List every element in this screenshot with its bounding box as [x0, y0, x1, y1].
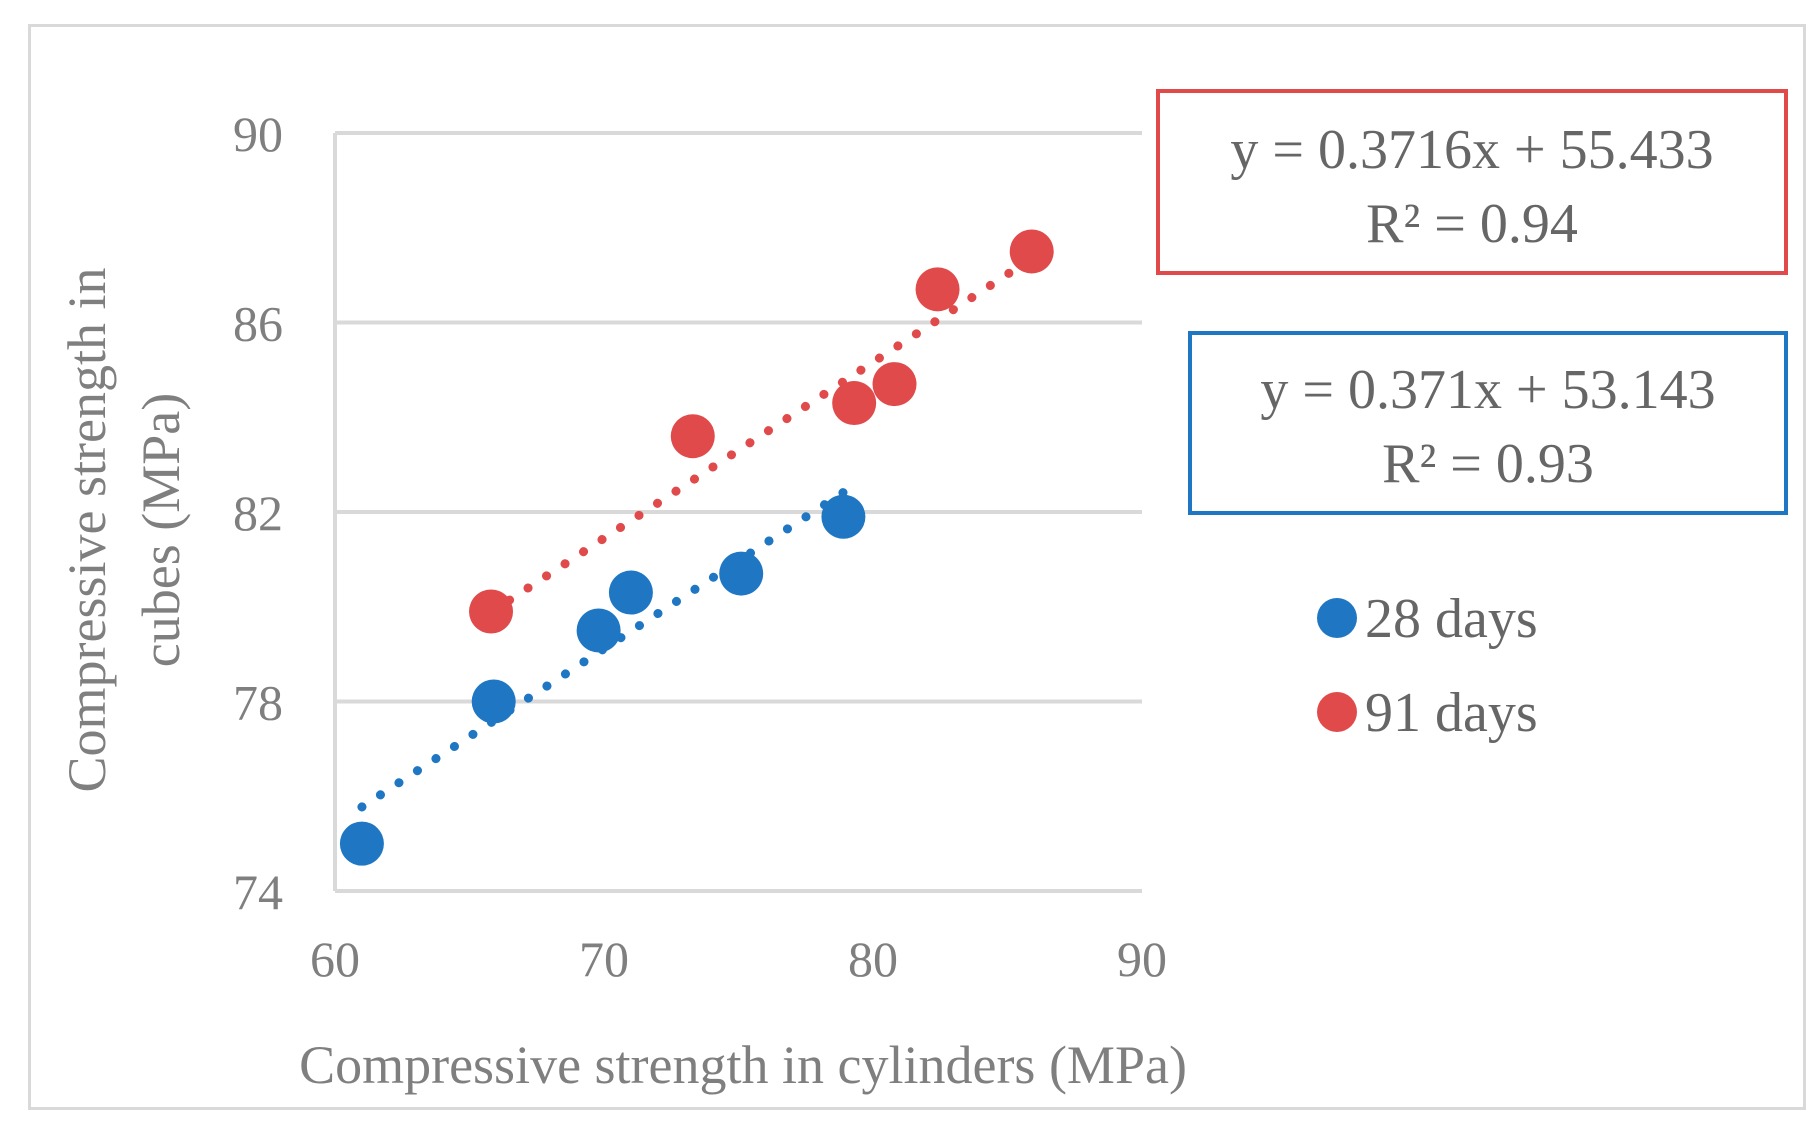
point-28-days-2 [576, 608, 621, 653]
trendline-equation-91-days: y = 0.3716x + 55.433 [1230, 119, 1713, 181]
trendlines [357, 253, 1037, 812]
y-tick-label-82: 82 [233, 485, 283, 541]
legend-marker-91-days [1317, 692, 1357, 732]
x-tick-label-80: 80 [848, 931, 898, 987]
y-tick-label-90: 90 [233, 106, 283, 162]
legend-item-91-days: 91 days [1317, 682, 1538, 744]
point-28-days-3 [608, 570, 653, 615]
trendline-label-28-days-box [1188, 331, 1788, 515]
point-91-days-0 [469, 589, 514, 634]
trendline-91-days [486, 253, 1037, 617]
point-28-days-4 [719, 551, 764, 596]
legend-marker-28-days [1317, 598, 1357, 638]
data-points [339, 229, 1054, 866]
tick-labels: 74 78 82 86 90 60 70 80 90 [233, 106, 1167, 987]
point-91-days-1 [670, 414, 715, 459]
y-tick-label-78: 78 [233, 675, 283, 731]
point-91-days-4 [915, 267, 960, 312]
y-tick-label-74: 74 [233, 864, 283, 920]
legend: 28 days 91 days [1317, 588, 1538, 744]
x-tick-label-60: 60 [310, 931, 360, 987]
trendline-label-91-days: y = 0.3716x + 55.433 R² = 0.94 [1156, 89, 1788, 275]
point-91-days-3 [872, 362, 917, 407]
point-28-days-0 [339, 821, 384, 866]
y-axis-title-line-1: Compressive strength in [57, 268, 117, 793]
y-axis-title-line-2: cubes (MPa) [131, 393, 191, 667]
legend-item-28-days: 28 days [1317, 588, 1538, 650]
trendline-label-28-days: y = 0.371x + 53.143 R² = 0.93 [1188, 331, 1788, 515]
axes [333, 133, 1142, 893]
x-tick-label-90: 90 [1117, 931, 1167, 987]
y-axis-title: Compressive strength in cubes (MPa) [57, 268, 191, 793]
legend-label-91-days: 91 days [1365, 682, 1538, 744]
gridlines [335, 131, 1142, 704]
point-91-days-2 [832, 381, 877, 426]
point-28-days-1 [471, 679, 516, 724]
legend-label-28-days: 28 days [1365, 588, 1538, 650]
trendline-label-91-days-box [1156, 89, 1788, 275]
y-tick-label-86: 86 [233, 296, 283, 352]
x-tick-label-70: 70 [579, 931, 629, 987]
point-91-days-5 [1009, 229, 1054, 274]
x-axis-title: Compressive strength in cylinders (MPa) [299, 1035, 1187, 1095]
trendline-r2-28-days: R² = 0.93 [1382, 433, 1594, 495]
trendline-equation-28-days: y = 0.371x + 53.143 [1260, 359, 1715, 421]
trendline-r2-91-days: R² = 0.94 [1366, 193, 1578, 255]
point-28-days-5 [821, 494, 866, 539]
